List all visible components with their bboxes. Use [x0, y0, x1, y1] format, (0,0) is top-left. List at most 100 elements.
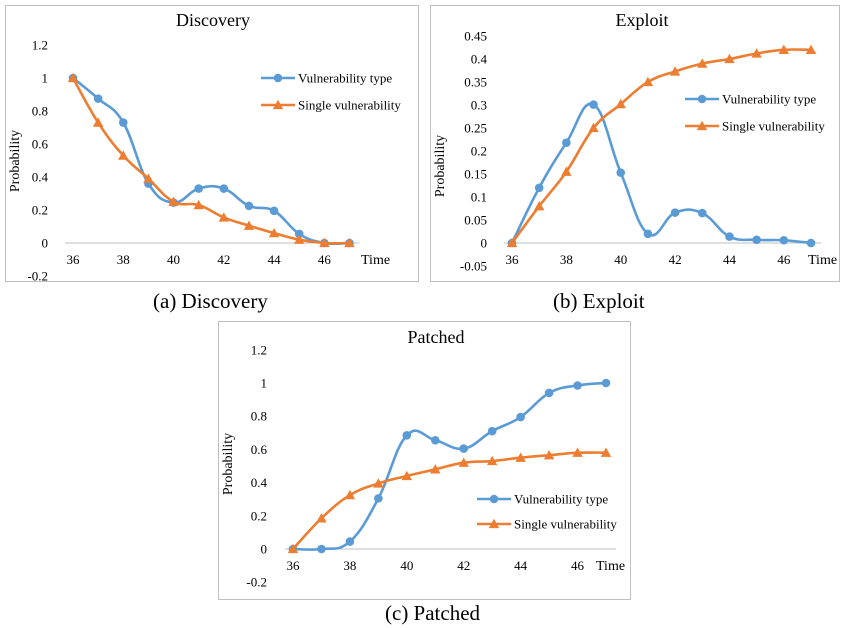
x-axis-label: Time [361, 253, 390, 268]
y-tick-label: 0.6 [251, 442, 268, 457]
y-tick-label: 0.4 [471, 52, 488, 67]
x-tick-label: 46 [571, 558, 585, 573]
x-tick-label: 42 [669, 252, 682, 267]
x-tick-label: 36 [506, 252, 520, 267]
data-point [589, 100, 598, 109]
data-point [752, 235, 761, 245]
x-tick-label: 38 [117, 252, 130, 267]
data-point [669, 66, 681, 76]
y-tick-label: 0.05 [464, 213, 487, 228]
data-point [779, 235, 789, 245]
x-tick-label: 36 [67, 252, 81, 267]
legend-entry: Vulnerability type [685, 92, 816, 107]
x-tick-label: 40 [400, 558, 413, 573]
data-point [572, 447, 583, 457]
data-point [561, 166, 572, 176]
y-tick-label: 0.3 [471, 98, 487, 113]
data-point [697, 58, 708, 68]
data-point [534, 183, 544, 193]
y-tick-label: 0.2 [32, 203, 48, 218]
legend-label: Single vulnerability [722, 119, 825, 134]
caption-exploit: (b) Exploit [553, 289, 645, 313]
legend-label: Vulnerability type [298, 71, 392, 86]
y-tick-label: 1 [261, 376, 268, 391]
data-point [344, 237, 355, 248]
data-point [319, 237, 330, 248]
data-point [615, 98, 626, 109]
chart-title: Discovery [176, 10, 250, 30]
data-point [724, 53, 735, 64]
x-tick-label: 36 [287, 558, 301, 573]
data-point [316, 513, 327, 523]
x-tick-label: 44 [723, 252, 737, 267]
data-point [118, 118, 128, 127]
y-tick-label: 0.35 [464, 75, 487, 90]
circle-marker-icon [697, 94, 707, 104]
legend-label: Single vulnerability [298, 98, 401, 113]
y-tick-label: -0.05 [460, 259, 487, 274]
y-tick-label: 1 [42, 71, 49, 86]
data-point [725, 232, 734, 241]
data-point [373, 478, 384, 488]
data-point [487, 426, 497, 436]
data-point [430, 464, 441, 474]
x-tick-label: 42 [457, 558, 470, 573]
x-tick-label: 40 [167, 252, 180, 267]
chart-title: Exploit [616, 10, 669, 30]
x-tick-label: 46 [318, 252, 332, 267]
triangle-marker-icon [488, 518, 500, 529]
data-point [616, 168, 626, 177]
data-point [670, 208, 680, 217]
triangle-marker-icon [696, 120, 708, 131]
data-point [287, 543, 299, 554]
y-tick-label: 0.15 [464, 167, 487, 182]
data-point [244, 201, 254, 211]
x-tick-label: 44 [268, 252, 282, 267]
data-point [459, 444, 469, 453]
data-point [458, 457, 469, 467]
legend-entry: Vulnerability type [261, 71, 392, 86]
data-point [516, 412, 525, 422]
data-point [168, 196, 179, 206]
x-tick-label: 42 [217, 252, 230, 267]
data-point [543, 450, 555, 460]
y-tick-label: 0.1 [471, 190, 487, 205]
y-axis-label: Probability [8, 130, 23, 192]
data-point [642, 76, 654, 87]
exploit-chart: Exploit Probability -0.05 0 0.05 0.1 0.15 0.2 0.… [433, 10, 837, 274]
data-point [294, 234, 305, 244]
data-point [317, 544, 326, 554]
x-tick-label: 46 [777, 252, 791, 267]
legend-entry: Vulnerability type [477, 492, 608, 507]
data-point [515, 452, 526, 462]
y-axis-label: Probability [433, 135, 448, 197]
data-point [218, 212, 230, 222]
x-tick-label: 38 [343, 558, 356, 573]
legend-entry: Single vulnerability [477, 517, 617, 532]
data-point [588, 122, 599, 133]
data-point [430, 435, 440, 445]
legend-label: Vulnerability type [722, 92, 816, 107]
data-point [486, 455, 498, 466]
y-tick-label: 1.2 [32, 38, 48, 53]
y-tick-label: -0.2 [27, 269, 48, 284]
y-tick-label: 0.6 [32, 137, 49, 152]
data-point [268, 227, 280, 238]
data-point [806, 238, 816, 248]
caption-patched: (c) Patched [385, 601, 481, 625]
data-point [751, 48, 762, 58]
circle-marker-icon [273, 73, 283, 83]
y-tick-label: 0 [42, 236, 49, 251]
x-tick-label: 44 [514, 558, 528, 573]
data-point [193, 199, 204, 210]
data-point [118, 150, 129, 160]
data-point [269, 206, 279, 216]
x-axis-label: Time [808, 253, 837, 268]
exploit-chart-panel: Exploit Probability -0.05 0 0.05 0.1 0.15 0.2 0.… [430, 5, 840, 282]
data-point [219, 184, 229, 193]
patched-chart: Patched Probability -0.2 0 0.2 0.4 0.6 0.8 1 1.2 3… [221, 327, 625, 590]
y-tick-label: 0.8 [251, 409, 267, 424]
data-point [194, 184, 203, 193]
data-point [600, 447, 612, 457]
data-point [778, 44, 790, 54]
